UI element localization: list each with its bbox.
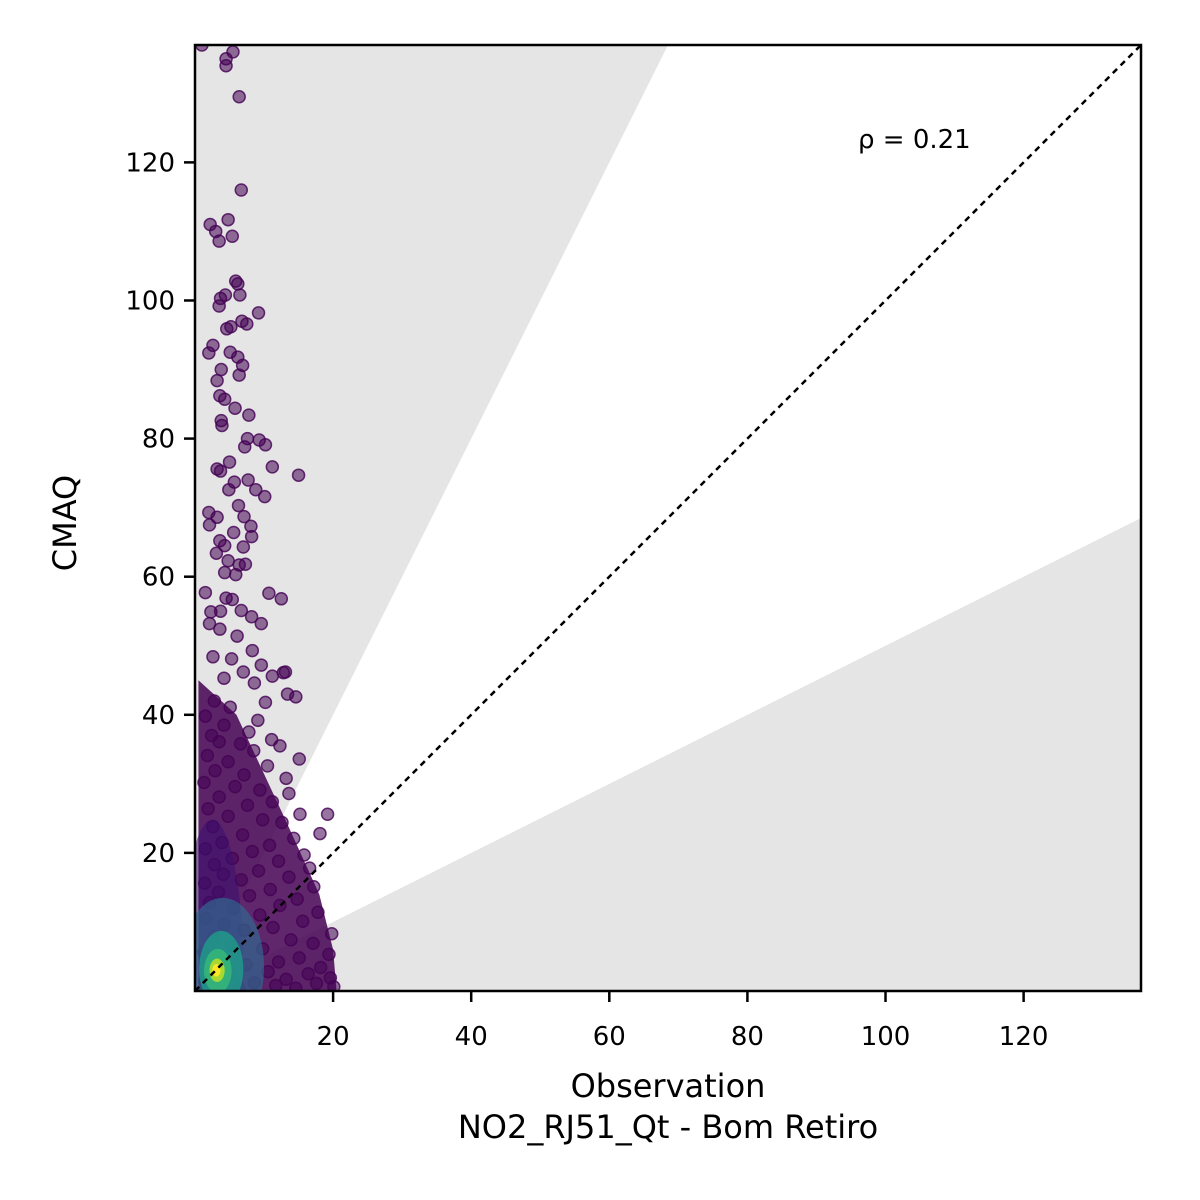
scatter-point-65: [217, 565, 232, 580]
scatter-point-86: [278, 665, 293, 679]
scatter-point-33: [242, 408, 256, 422]
scatter-point-87: [265, 669, 280, 683]
scatter-point-120: [320, 807, 335, 821]
scatter-point-74: [234, 603, 249, 618]
scatter-point-77: [254, 616, 269, 631]
y-tick-label: 120: [125, 148, 175, 178]
scatter-point-108: [260, 759, 275, 773]
scatter-point-121: [293, 807, 307, 821]
scatter-point-76: [202, 616, 217, 631]
plot-frame: [193, 43, 1143, 993]
scatter-point-31: [217, 392, 232, 406]
scatter-point-82: [224, 652, 239, 666]
scatter-point-75: [244, 609, 259, 624]
scatter-point-83: [254, 658, 269, 672]
scatter-point-64: [238, 557, 253, 572]
scatter-point-89: [247, 676, 262, 690]
y-axis-ticks: 20 40 60 80 100 120: [125, 148, 195, 869]
scatter-point-55: [202, 518, 217, 532]
scatter-point-59: [236, 540, 251, 554]
y-axis-label: CMAQ: [46, 475, 84, 571]
x-tick-label: 60: [593, 1022, 626, 1052]
scatter-point-67: [198, 585, 213, 600]
scatter-point-5: [234, 183, 249, 197]
scatter-point-12: [231, 277, 245, 291]
one-to-one-line: [195, 45, 1141, 991]
scatter-point-19: [240, 317, 254, 331]
scatter-point-91: [289, 690, 303, 704]
scatter-point-96: [251, 713, 265, 728]
scatter-point-15: [218, 288, 233, 302]
scatter-point-28: [232, 368, 246, 382]
scatter-point-88: [217, 671, 231, 685]
upper-shaded-band: [195, 45, 668, 991]
scatter-point-38: [237, 440, 252, 454]
scatter-point-3: [219, 58, 233, 73]
scatter-point-50: [231, 498, 246, 513]
scatter-point-80: [245, 643, 260, 658]
scatter-point-58: [217, 538, 232, 553]
x-axis-sublabel: NO2_RJ51_Qt - Bom Retiro: [458, 1108, 878, 1146]
scatter-point-71: [225, 592, 240, 607]
scatter-point-93: [258, 695, 273, 710]
x-axis-label: Observation: [571, 1067, 766, 1105]
scatter-point-46: [241, 473, 255, 487]
scatter-point-9: [212, 234, 226, 248]
lower-shaded-band: [195, 518, 1141, 991]
x-tick-label: 100: [861, 1022, 911, 1052]
y-tick-label: 80: [142, 425, 175, 455]
scatter-point-23: [202, 346, 216, 360]
scatter-point-84: [236, 665, 251, 679]
y-tick-label: 60: [142, 563, 175, 593]
scatter-point-40: [222, 455, 237, 469]
x-tick-label: 120: [999, 1022, 1049, 1052]
scatter-point-69: [274, 592, 289, 606]
scatter-point-62: [221, 554, 235, 568]
scatter-point-0: [195, 45, 209, 52]
scatter-point-13: [233, 288, 247, 302]
scatter-point-17: [251, 306, 266, 320]
x-tick-label: 20: [317, 1022, 350, 1052]
x-tick-label: 40: [455, 1022, 488, 1052]
y-tick-label: 40: [142, 701, 175, 731]
scatter-point-49: [257, 489, 272, 504]
scatter-point-48: [249, 482, 263, 497]
scatter-point-32: [228, 401, 242, 415]
scatter-point-27: [214, 362, 228, 377]
scatter-point-126: [313, 826, 327, 841]
scatter-point-10: [225, 229, 240, 244]
scatter-point-56: [226, 525, 241, 540]
scatter-point-16: [212, 299, 226, 313]
scatter-point-103: [273, 739, 287, 753]
scatter-point-60: [244, 529, 259, 544]
scatter-point-73: [213, 604, 228, 618]
correlation-annotation: ρ = 0.21: [858, 125, 971, 155]
scatter-point-79: [230, 629, 244, 643]
x-tick-label: 80: [731, 1022, 764, 1052]
scatter-point-66: [228, 567, 243, 582]
y-tick-label: 100: [125, 286, 175, 316]
scatter-point-47: [222, 482, 236, 497]
scatter-point-53: [237, 509, 251, 524]
scatter-point-81: [206, 650, 220, 664]
scatter-point-39: [258, 438, 273, 452]
scatter-point-35: [215, 418, 229, 433]
scatter-point-115: [282, 786, 296, 801]
scatter-point-21: [220, 322, 234, 336]
scatter-point-106: [292, 752, 307, 766]
scatter-point-4: [232, 90, 246, 104]
scatter-point-7: [221, 212, 235, 227]
scatter-point-42: [213, 464, 228, 478]
density-cloud: [195, 819, 265, 991]
scatter-point-68: [262, 586, 276, 601]
y-tick-label: 20: [142, 839, 175, 869]
scatter-point-44: [291, 468, 306, 482]
scatter-point-111: [279, 771, 293, 786]
scatter-point-61: [209, 546, 224, 560]
x-axis-ticks: 20 40 60 80 100 120: [317, 991, 1049, 1052]
scatter-point-78: [213, 622, 227, 636]
scatter-point-29: [210, 373, 224, 388]
scatter-point-43: [265, 460, 280, 474]
